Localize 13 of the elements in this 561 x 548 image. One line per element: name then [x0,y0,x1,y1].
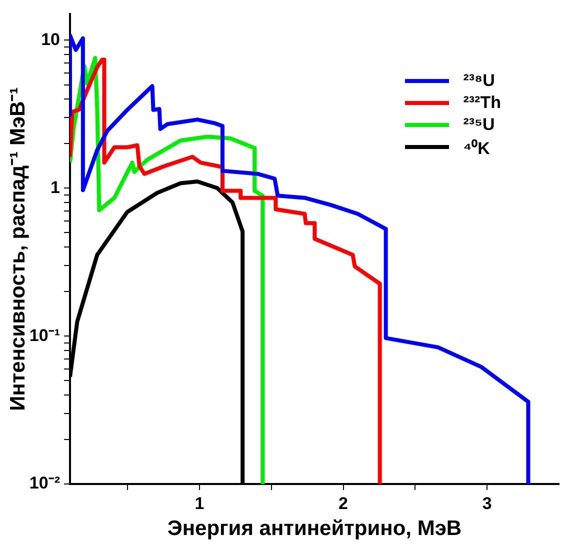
y-tick-label: 10⁻² [29,474,60,493]
x-tick-label: 3 [482,494,492,513]
y-tick-label: 10⁻¹ [29,326,60,345]
y-axis-title: Интенсивность, распад⁻¹ МэВ⁻¹ [6,87,30,411]
y-tick-label: 1 [50,178,60,197]
legend-label: ²³⁸U [463,71,495,91]
legend-label: ²³⁵U [463,115,495,135]
y-tick-label: 10 [41,30,60,49]
x-axis-title: Энергия антинейтрино, МэВ [167,517,462,540]
x-tick-label: 2 [338,494,348,513]
legend-label: ²³²Th [463,93,501,113]
x-tick-label: 1 [194,494,204,513]
legend-label: ⁴⁰K [463,138,490,158]
